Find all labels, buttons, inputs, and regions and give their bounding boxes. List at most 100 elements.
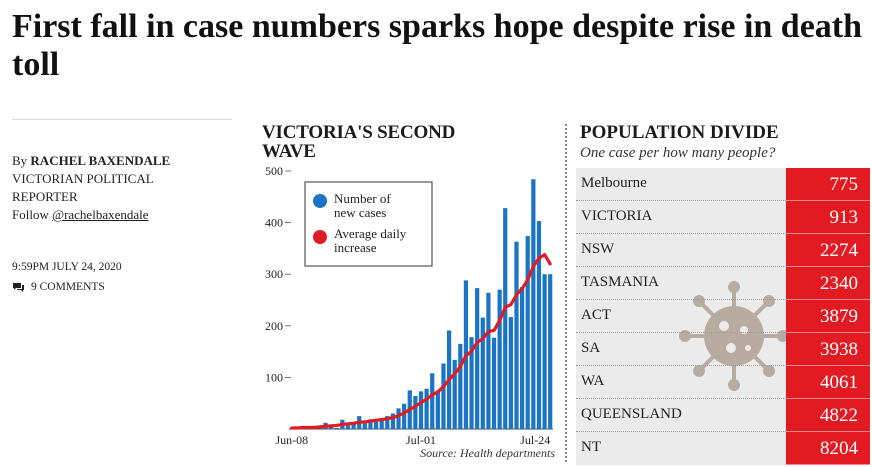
author-role: VICTORIAN POLITICAL REPORTER	[12, 171, 154, 204]
comments-icon	[13, 282, 24, 292]
bar	[542, 274, 547, 429]
bar	[548, 274, 553, 429]
bar	[390, 413, 396, 429]
panel-divider	[565, 124, 567, 462]
region-name: NT	[581, 439, 601, 455]
twitter-handle-link[interactable]: @rachelbaxendale	[52, 207, 149, 222]
byline-divider	[12, 119, 232, 120]
legend-bar-swatch	[313, 194, 327, 208]
bar	[418, 391, 424, 429]
by-prefix: By	[12, 153, 28, 168]
bar	[514, 241, 519, 429]
region-name: NSW	[581, 241, 615, 257]
bar	[362, 420, 367, 429]
region-value: 3938	[786, 333, 870, 366]
region-name: ACT	[581, 307, 611, 323]
population-row: NSW 2274	[576, 234, 870, 267]
average-line	[290, 253, 552, 430]
y-tick-label: 200	[265, 319, 283, 333]
bar	[452, 359, 457, 429]
population-row: WA 4061	[576, 366, 870, 399]
region-name: SA	[581, 340, 601, 356]
legend-box	[304, 181, 433, 267]
bar	[508, 317, 513, 429]
region-value: 4061	[786, 366, 870, 399]
region-name: QUEENSLAND	[581, 406, 682, 422]
population-row: NT 8204	[576, 432, 870, 465]
population-row: VICTORIA 913	[576, 201, 870, 234]
y-tick-label: 300	[265, 267, 283, 281]
bar	[368, 419, 373, 429]
region-name: WA	[581, 373, 605, 389]
bar	[351, 422, 356, 429]
region-value: 775	[786, 168, 870, 201]
x-tick-label: Jun-08	[275, 433, 308, 447]
bar	[486, 292, 491, 429]
bar	[334, 427, 339, 429]
comments-link[interactable]: 9 COMMENTS	[12, 278, 122, 296]
region-name: TASMANIA	[581, 274, 659, 290]
region-value: 3879	[786, 300, 870, 333]
author-name[interactable]: RACHEL BAXENDALE	[30, 153, 171, 168]
bar	[329, 426, 334, 429]
population-subtitle: One case per how many people?	[580, 145, 776, 161]
bar	[435, 390, 440, 429]
region-value: 913	[786, 201, 870, 234]
population-row: ACT 3879	[576, 300, 870, 333]
bar	[491, 337, 497, 429]
y-tick-label: 500	[265, 164, 283, 178]
byline: By RACHEL BAXENDALE VICTORIAN POLITICAL …	[12, 152, 232, 224]
population-title: POPULATION DIVIDE	[580, 122, 779, 143]
legend-line-swatch	[313, 230, 327, 244]
bar	[402, 403, 407, 429]
bar	[503, 208, 508, 429]
bar	[385, 416, 390, 429]
comments-count: 9 COMMENTS	[31, 281, 105, 293]
chart-title: VICTORIA'S SECOND WAVE	[262, 122, 456, 162]
legend-bar-label: new cases	[334, 205, 386, 220]
bar	[497, 289, 502, 429]
bar	[480, 317, 485, 429]
bar	[519, 287, 525, 429]
x-tick-label: Jul-24	[520, 433, 550, 447]
bar	[396, 408, 401, 429]
legend-bar-label: Number of	[334, 191, 391, 206]
chart-source: Source: Health departments	[420, 446, 555, 460]
article-meta: 9:59PM JULY 24, 2020 9 COMMENTS	[12, 258, 122, 296]
population-row: SA 3938	[576, 333, 870, 366]
follow-prefix: Follow	[12, 207, 49, 222]
region-name: Melbourne	[581, 175, 647, 191]
bar	[413, 395, 418, 429]
timestamp: 9:59PM JULY 24, 2020	[12, 261, 122, 273]
population-row: QUEENSLAND 4822	[576, 399, 870, 432]
bar	[379, 418, 384, 429]
infographic: VICTORIA'S SECOND WAVE 100 200 300 400 500 Ju…	[256, 114, 870, 467]
article-headline: First fall in case numbers sparks hope d…	[12, 8, 863, 83]
bar	[536, 221, 542, 429]
legend-line-label: Average daily	[334, 226, 407, 241]
bar	[441, 363, 446, 429]
y-tick-label: 100	[265, 370, 283, 384]
bar	[531, 179, 536, 429]
region-value: 8204	[786, 432, 870, 465]
cases-chart: 100 200 300 400 500 Jun-08 Jul-01 Jul-24Source:…	[265, 164, 555, 460]
legend-line-label: increase	[334, 240, 377, 255]
population-table: Melbourne 775 VICTORIA 913 NSW 2274 TASMANIA 23…	[576, 168, 870, 465]
bar	[424, 388, 429, 429]
region-value: 2340	[786, 267, 870, 300]
x-tick-label: Jul-01	[406, 433, 436, 447]
bar	[469, 337, 474, 429]
region-value: 4822	[786, 399, 870, 432]
bar	[475, 288, 480, 429]
population-row: Melbourne 775	[576, 168, 870, 201]
region-name: VICTORIA	[581, 208, 653, 224]
bar	[373, 419, 379, 429]
bar	[345, 422, 351, 429]
y-tick-label: 400	[265, 216, 283, 230]
bar	[430, 373, 435, 429]
population-rows: Melbourne 775 VICTORIA 913 NSW 2274 TASMANIA 23…	[576, 168, 870, 465]
region-value: 2274	[786, 234, 870, 267]
bar	[525, 236, 530, 429]
population-row: TASMANIA 2340	[576, 267, 870, 300]
bar	[458, 343, 463, 429]
